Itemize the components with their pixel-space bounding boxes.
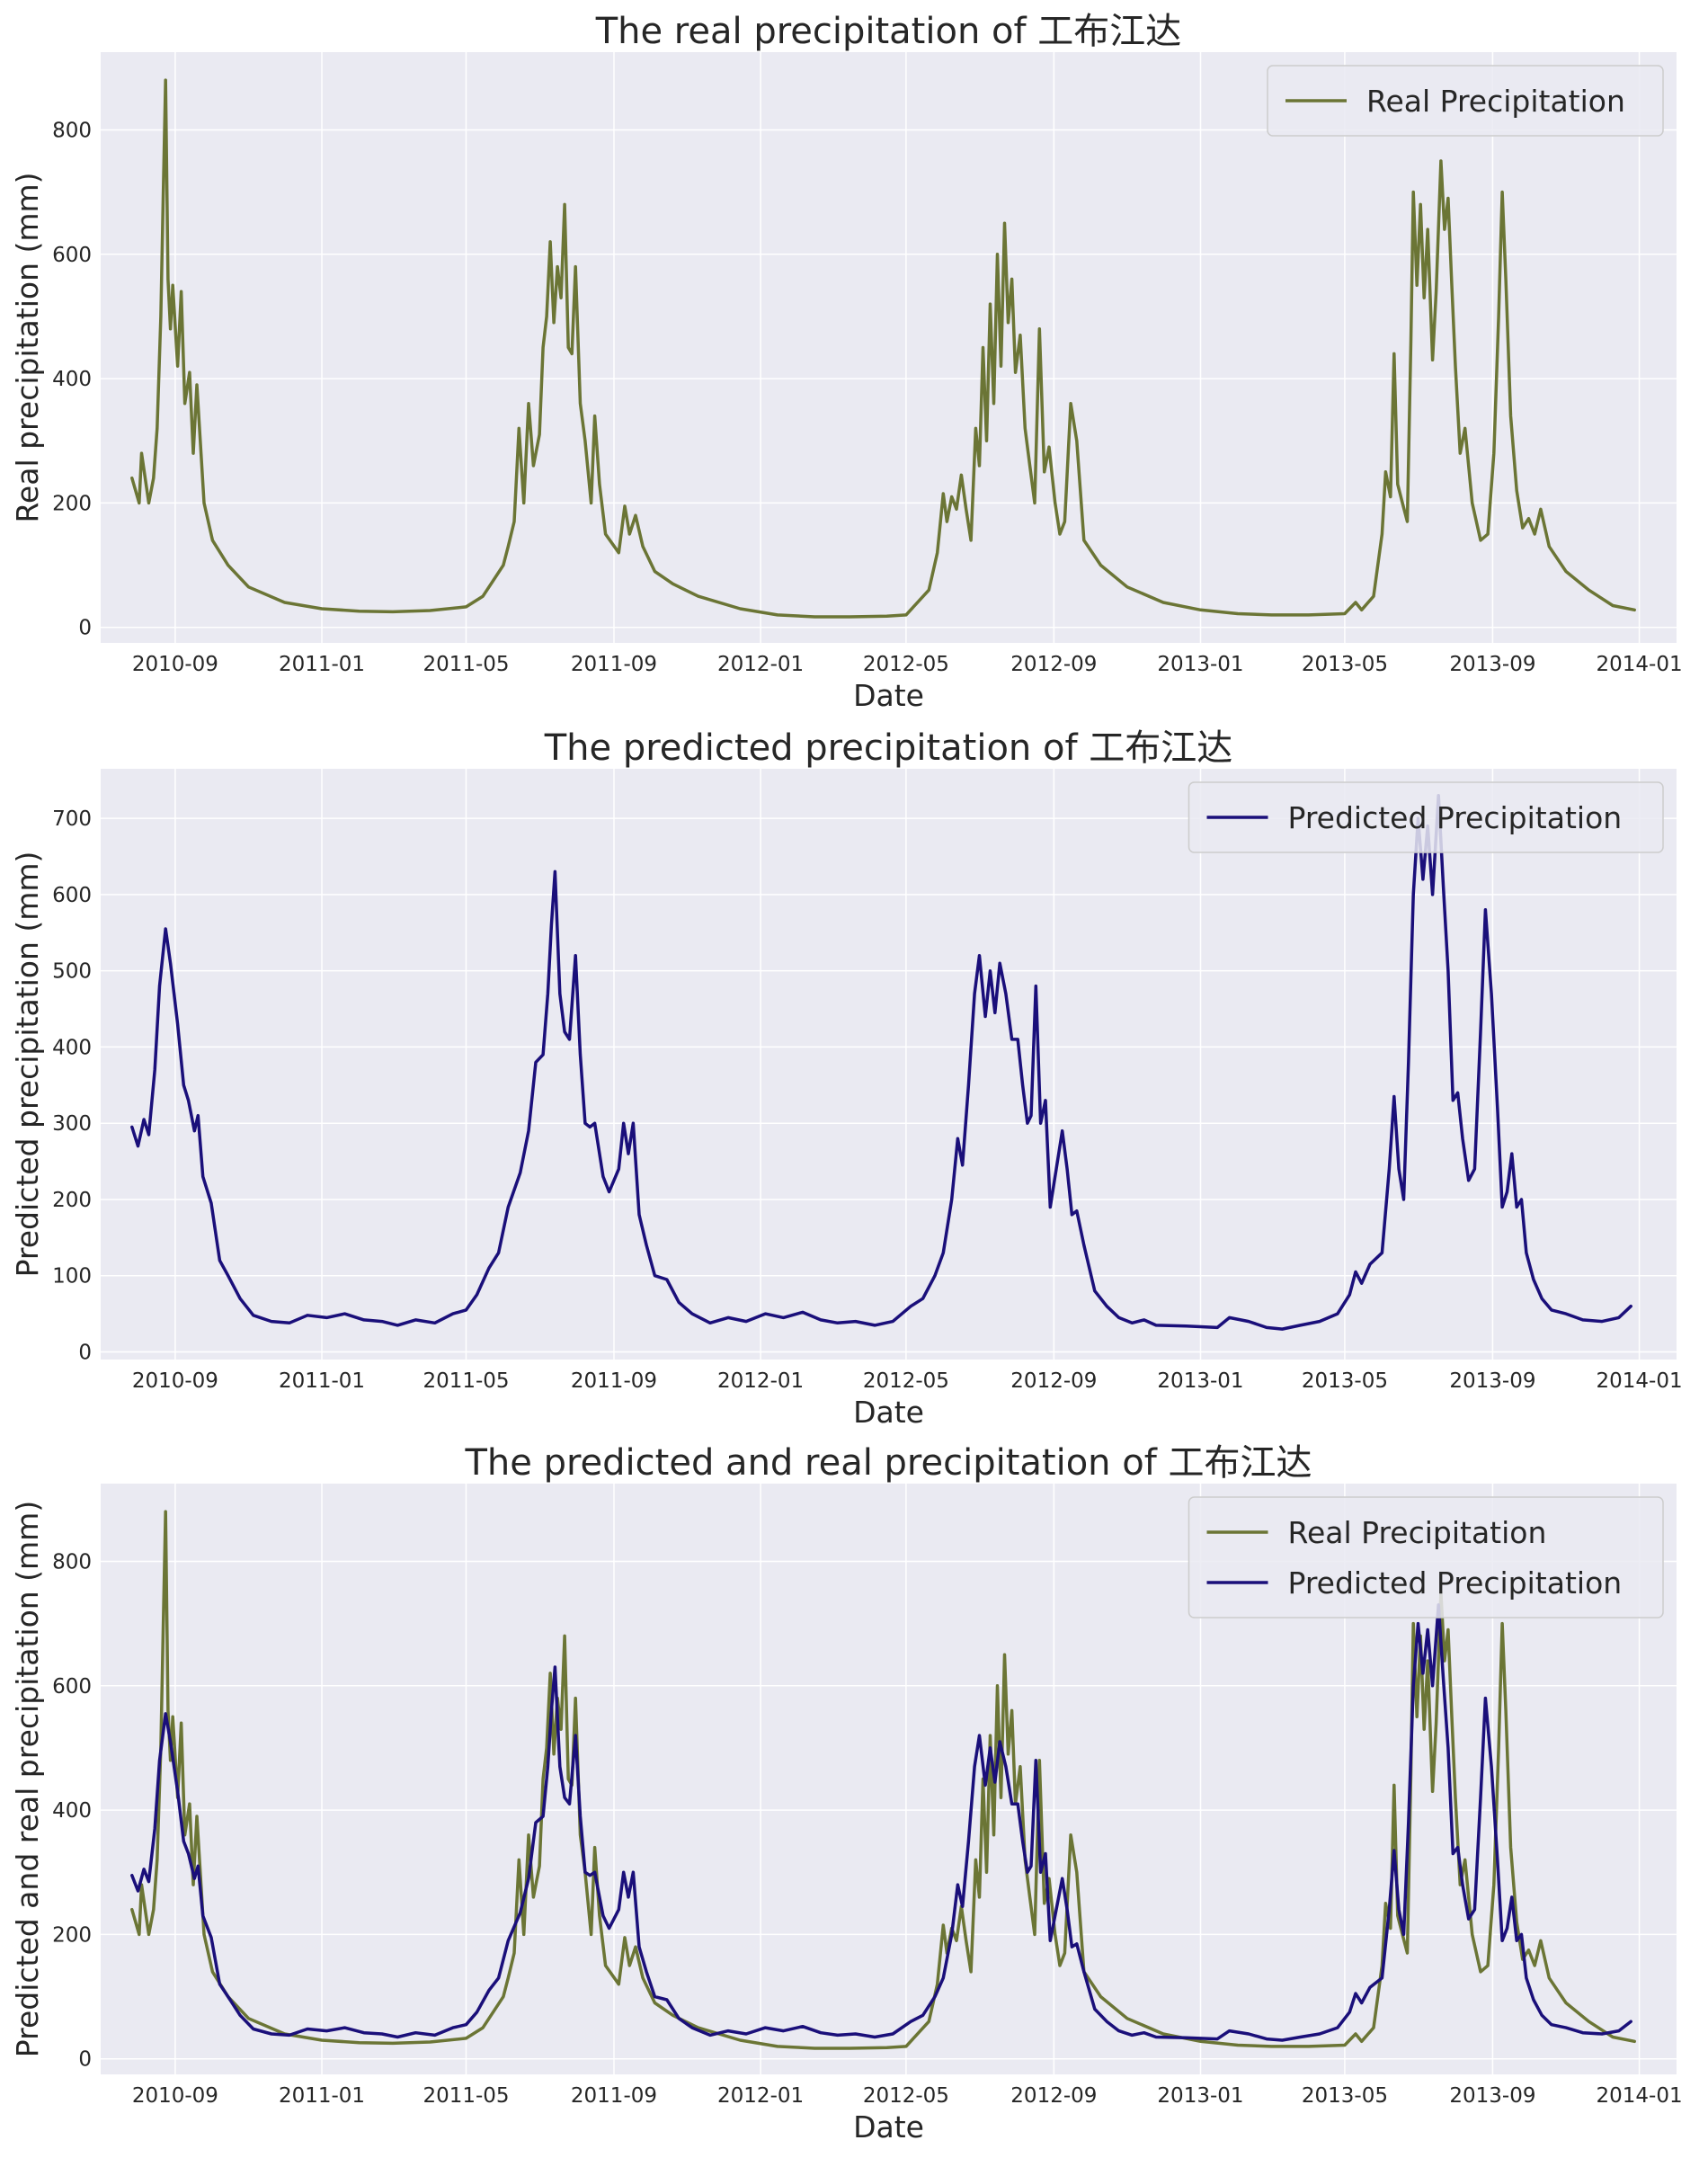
y-tick-label: 800 [52,119,92,142]
y-tick-label: 300 [52,1112,92,1136]
legend-label: Real Precipitation [1288,1515,1547,1550]
x-tick-label: 2011-01 [279,653,365,676]
x-tick-label: 2011-09 [571,653,657,676]
chart-title: The real precipitation of 工布江达 [595,11,1182,52]
series-line [130,1603,1632,2042]
x-tick-label: 2011-05 [423,2084,509,2108]
series-line [130,793,1632,1331]
y-tick-label: 600 [52,884,92,907]
x-tick-label: 2011-05 [423,653,509,676]
x-tick-label: 2014-01 [1596,2084,1682,2108]
x-tick-label: 2010-09 [132,653,218,676]
legend: Real Precipitation [1267,65,1664,137]
series-line [130,1510,1636,2050]
legend-label: Predicted Precipitation [1288,1565,1623,1601]
legend-label: Real Precipitation [1366,84,1625,119]
x-tick-label: 2010-09 [132,2084,218,2108]
x-tick-label: 2012-05 [863,1369,949,1393]
legend: Real Precipitation Predicted Precipitatio… [1188,1496,1664,1618]
y-tick-label: 600 [52,1675,92,1699]
x-tick-label: 2014-01 [1596,653,1682,676]
y-tick-label: 200 [52,492,92,515]
x-tick-label: 2012-09 [1010,2084,1097,2108]
x-tick-label: 2012-09 [1010,653,1097,676]
y-axis-label: Predicted precipitation (mm) [10,852,45,1278]
x-tick-label: 2011-09 [571,2084,657,2108]
y-tick-label: 0 [78,617,92,640]
y-axis-label: Predicted and real precipitation (mm) [10,1501,45,2057]
y-tick-label: 500 [52,960,92,984]
y-tick-label: 200 [52,1189,92,1212]
x-tick-label: 2013-01 [1157,2084,1243,2108]
x-tick-label: 2014-01 [1596,1369,1682,1393]
y-tick-label: 600 [52,244,92,267]
x-tick-label: 2010-09 [132,1369,218,1393]
x-tick-label: 2012-01 [717,653,804,676]
x-tick-label: 2013-05 [1302,653,1388,676]
y-tick-label: 700 [52,807,92,831]
legend-label: Predicted Precipitation [1288,800,1623,835]
chart-panel-2: 2010-09 2011-01 2011-05 2011-09 2012-01 2012-… [10,727,1683,1430]
x-tick-label: 2013-09 [1449,1369,1535,1393]
y-tick-label: 400 [52,1036,92,1059]
y-tick-label: 100 [52,1265,92,1289]
plot-area [101,769,1677,1360]
x-tick-label: 2011-01 [279,1369,365,1393]
legend: Predicted Precipitation [1188,781,1664,853]
x-axis-label: Date [853,1395,924,1430]
y-tick-label: 400 [52,368,92,391]
x-tick-label: 2011-05 [423,1369,509,1393]
x-tick-label: 2011-09 [571,1369,657,1393]
x-tick-label: 2013-09 [1449,653,1535,676]
chart-panel-3: 2010-09 2011-01 2011-05 2011-09 2012-01 2012-… [10,1442,1683,2145]
x-tick-label: 2013-09 [1449,2084,1535,2108]
x-axis-label: Date [853,678,924,713]
y-tick-label: 800 [52,1550,92,1574]
legend-frame [1188,781,1664,853]
chart-title: The predicted and real precipitation of … [464,1442,1312,1484]
chart-panel-1: 2010-09 2011-01 2011-05 2011-09 2012-01 2012-… [10,11,1683,713]
y-tick-label: 200 [52,1923,92,1947]
y-axis-label: Real precipitation (mm) [10,172,45,522]
x-tick-label: 2012-05 [863,2084,949,2108]
x-tick-label: 2013-05 [1302,1369,1388,1393]
x-tick-label: 2013-01 [1157,1369,1243,1393]
x-axis-label: Date [853,2109,924,2145]
x-tick-label: 2012-01 [717,2084,804,2108]
series-line [130,78,1636,619]
legend-frame [1188,1496,1664,1618]
x-tick-label: 2011-01 [279,2084,365,2108]
chart-title: The predicted precipitation of 工布江达 [544,727,1233,769]
y-tick-label: 0 [78,1342,92,1365]
y-tick-label: 0 [78,2048,92,2072]
y-tick-label: 400 [52,1799,92,1823]
plot-area [101,52,1677,643]
x-tick-label: 2012-09 [1010,1369,1097,1393]
x-tick-label: 2013-01 [1157,653,1243,676]
x-tick-label: 2012-05 [863,653,949,676]
x-tick-label: 2012-01 [717,1369,804,1393]
legend-frame [1267,65,1664,137]
x-tick-label: 2013-05 [1302,2084,1388,2108]
